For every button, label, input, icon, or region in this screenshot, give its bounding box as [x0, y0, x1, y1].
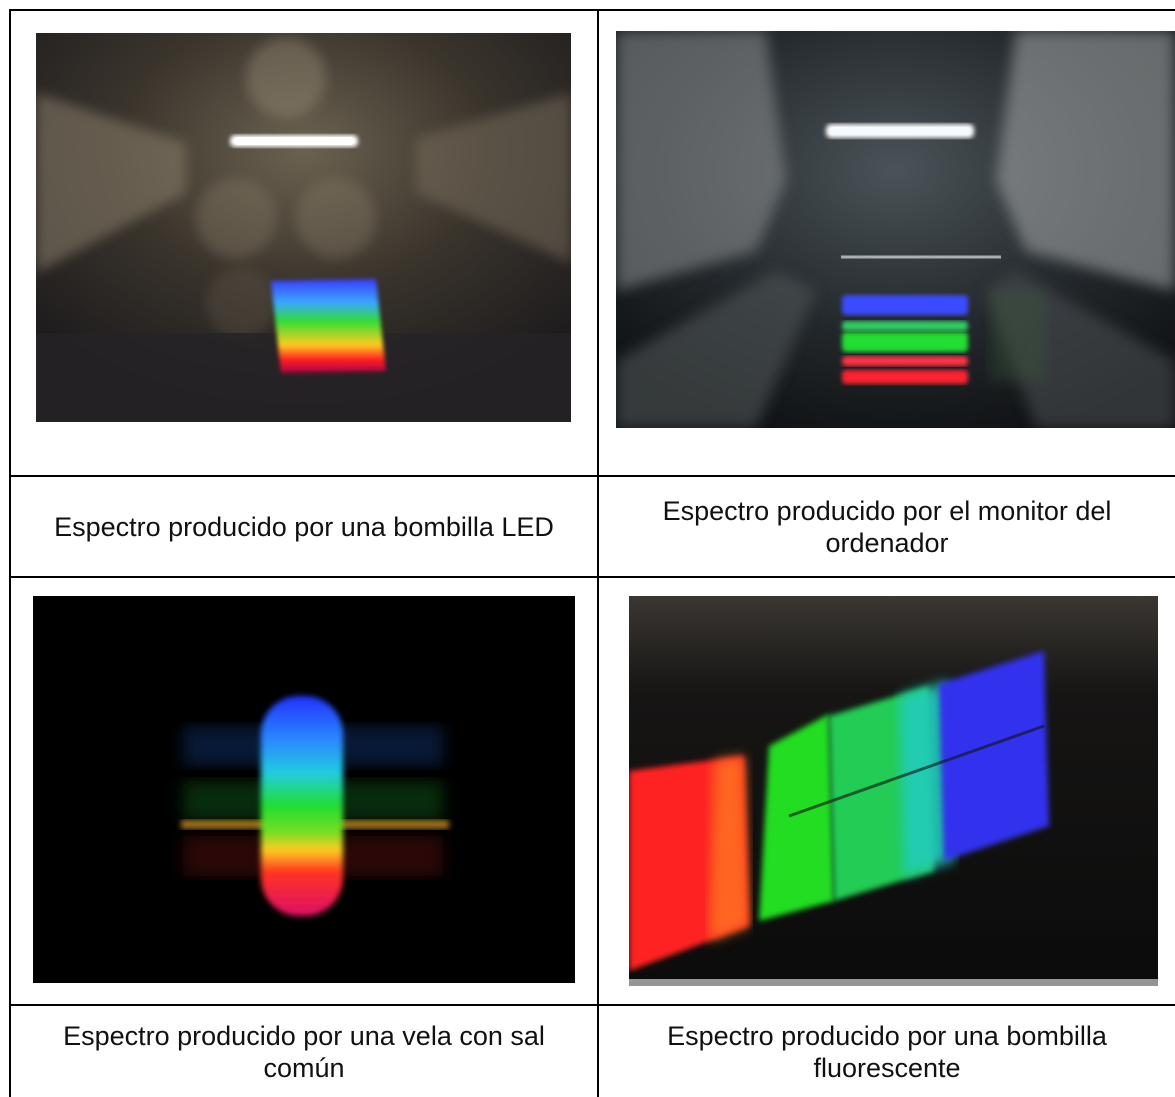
row-divider-1	[9, 475, 1175, 477]
column-divider	[597, 9, 599, 1097]
row-divider-2	[9, 576, 1175, 578]
computer-monitor-spectrum-photo	[616, 31, 1175, 428]
candle-with-salt-spectrum-photo	[33, 596, 575, 983]
table-left-border	[9, 9, 11, 1097]
led-bulb-spectrum-photo	[36, 33, 571, 422]
table-top-border	[9, 9, 1175, 11]
caption-candle-with-salt: Espectro producido por una vela con sal …	[63, 1020, 545, 1083]
row-divider-3	[9, 1004, 1175, 1006]
caption-computer-monitor: Espectro producido por el monitor del or…	[662, 495, 1112, 558]
caption-led-bulb: Espectro producido por una bombilla LED	[54, 511, 554, 542]
caption-fluorescent-bulb: Espectro producido por una bombilla fluo…	[667, 1020, 1107, 1083]
fluorescent-bulb-spectrum-photo	[629, 596, 1158, 986]
